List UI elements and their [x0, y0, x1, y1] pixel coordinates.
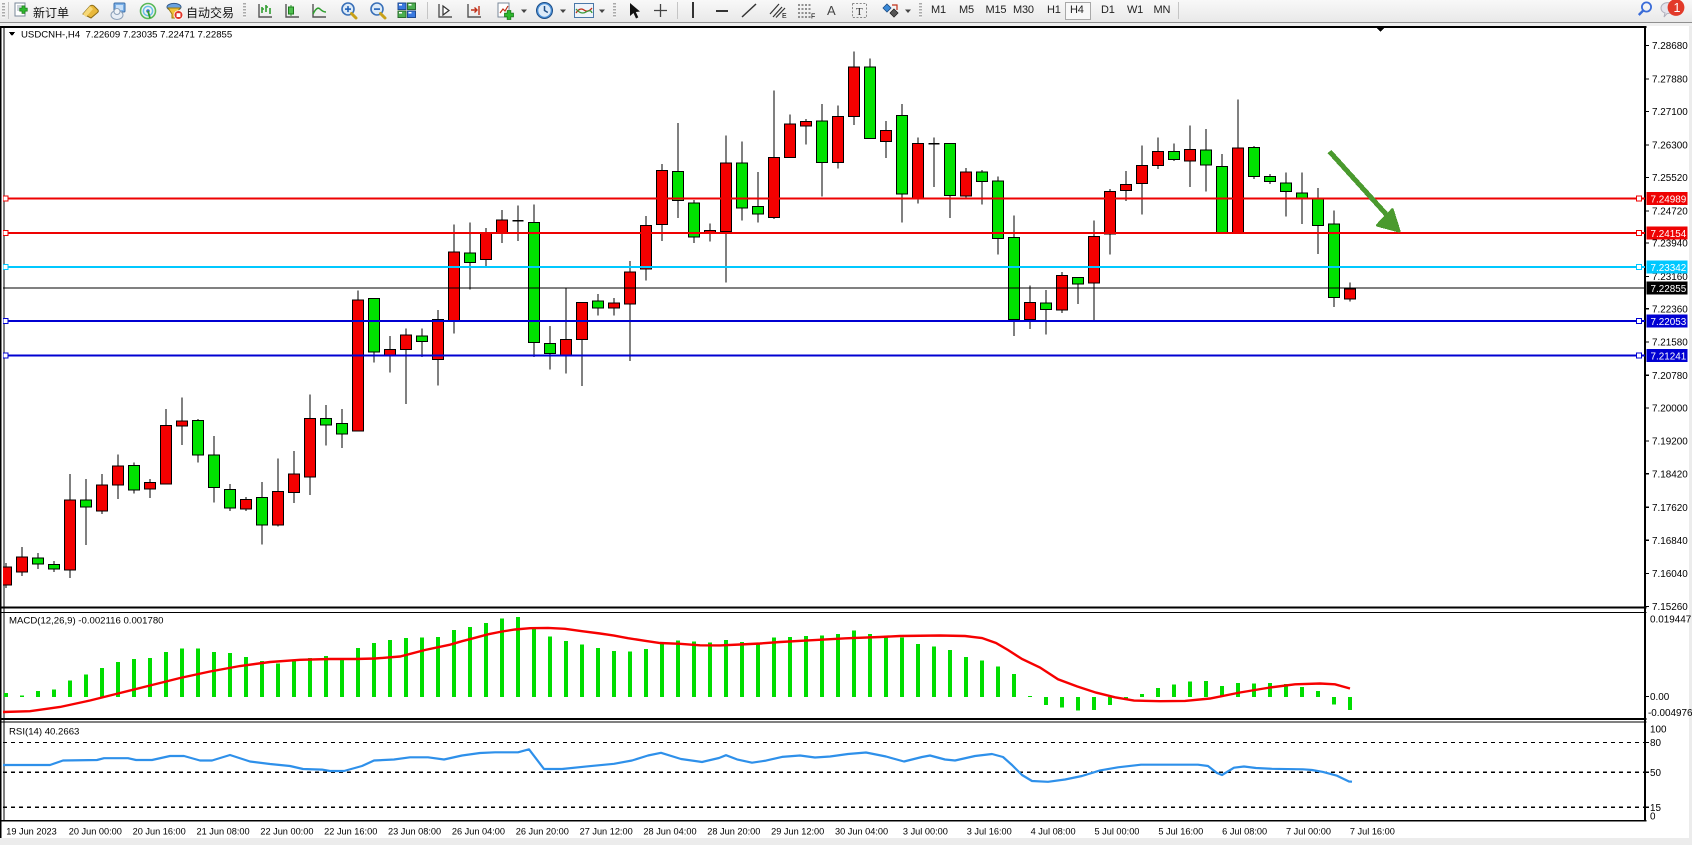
svg-text:1: 1	[1674, 1, 1681, 15]
svg-text:7.23342: 7.23342	[1651, 263, 1687, 274]
svg-text:7.22360: 7.22360	[1652, 304, 1688, 315]
svg-text:USDCNH-,H4 7.22609 7.23035 7.: USDCNH-,H4 7.22609 7.23035 7.22471 7.228…	[21, 29, 232, 40]
svg-text:7.15260: 7.15260	[1652, 602, 1688, 613]
svg-text:0.00: 0.00	[1650, 692, 1670, 703]
svg-text:7.27880: 7.27880	[1652, 75, 1688, 86]
svg-text:26 Jun 20:00: 26 Jun 20:00	[516, 827, 569, 837]
svg-text:5 Jul 16:00: 5 Jul 16:00	[1158, 827, 1203, 837]
svg-text:3 Jul 16:00: 3 Jul 16:00	[967, 827, 1012, 837]
svg-text:7.23940: 7.23940	[1652, 239, 1688, 250]
svg-text:29 Jun 12:00: 29 Jun 12:00	[771, 827, 824, 837]
svg-text:80: 80	[1650, 738, 1661, 749]
svg-text:3 Jul 00:00: 3 Jul 00:00	[903, 827, 948, 837]
svg-text:7.27100: 7.27100	[1652, 107, 1688, 118]
svg-text:21 Jun 08:00: 21 Jun 08:00	[196, 827, 249, 837]
svg-text:T: T	[856, 6, 863, 18]
svg-text:20 Jun 00:00: 20 Jun 00:00	[69, 827, 122, 837]
svg-text:30 Jun 04:00: 30 Jun 04:00	[835, 827, 888, 837]
svg-text:28 Jun 20:00: 28 Jun 20:00	[707, 827, 760, 837]
svg-text:26 Jun 04:00: 26 Jun 04:00	[452, 827, 505, 837]
svg-text:7.22855: 7.22855	[1651, 284, 1687, 295]
svg-text:6 Jul 08:00: 6 Jul 08:00	[1222, 827, 1267, 837]
svg-text:7.18420: 7.18420	[1652, 469, 1688, 480]
svg-text:7.25520: 7.25520	[1652, 173, 1688, 184]
svg-text:7 Jul 00:00: 7 Jul 00:00	[1286, 827, 1331, 837]
svg-text:7.22053: 7.22053	[1651, 317, 1687, 328]
svg-text:7.20780: 7.20780	[1652, 371, 1688, 382]
svg-text:4 Jul 08:00: 4 Jul 08:00	[1031, 827, 1076, 837]
svg-text:27 Jun 12:00: 27 Jun 12:00	[580, 827, 633, 837]
svg-text:50: 50	[1650, 768, 1661, 779]
svg-text:-0.004976: -0.004976	[1648, 708, 1692, 719]
svg-text:7.16840: 7.16840	[1652, 536, 1688, 547]
svg-text:5 Jul 00:00: 5 Jul 00:00	[1094, 827, 1139, 837]
svg-text:7.17620: 7.17620	[1652, 503, 1688, 514]
svg-text:7.19200: 7.19200	[1652, 437, 1688, 448]
svg-text:7 Jul 16:00: 7 Jul 16:00	[1350, 827, 1395, 837]
svg-text:7.28680: 7.28680	[1652, 41, 1688, 52]
svg-text:7.21580: 7.21580	[1652, 338, 1688, 349]
svg-text:22 Jun 00:00: 22 Jun 00:00	[260, 827, 313, 837]
svg-text:7.21241: 7.21241	[1651, 351, 1687, 362]
svg-text:0.019447: 0.019447	[1650, 615, 1691, 626]
svg-text:7.16040: 7.16040	[1652, 569, 1688, 580]
svg-text:20 Jun 16:00: 20 Jun 16:00	[133, 827, 186, 837]
svg-text:22 Jun 16:00: 22 Jun 16:00	[324, 827, 377, 837]
svg-text:7.23160: 7.23160	[1652, 272, 1688, 283]
svg-text:F: F	[811, 14, 815, 20]
svg-text:100: 100	[1650, 724, 1667, 735]
svg-text:19 Jun 2023: 19 Jun 2023	[6, 827, 57, 837]
svg-text:MACD(12,26,9) -0.002116 0.0017: MACD(12,26,9) -0.002116 0.001780	[9, 616, 164, 627]
svg-text:7.24154: 7.24154	[1651, 229, 1687, 240]
svg-text:7.24989: 7.24989	[1651, 194, 1687, 205]
svg-text:23 Jun 08:00: 23 Jun 08:00	[388, 827, 441, 837]
svg-text:7.26300: 7.26300	[1652, 141, 1688, 152]
svg-text:7.24720: 7.24720	[1652, 207, 1688, 218]
svg-text:0: 0	[1650, 811, 1656, 822]
svg-text:RSI(14) 40.2663: RSI(14) 40.2663	[9, 727, 79, 738]
svg-text:E: E	[782, 13, 787, 19]
svg-text:28 Jun 04:00: 28 Jun 04:00	[643, 827, 696, 837]
svg-text:15: 15	[1650, 803, 1661, 814]
svg-text:7.20000: 7.20000	[1652, 404, 1688, 415]
